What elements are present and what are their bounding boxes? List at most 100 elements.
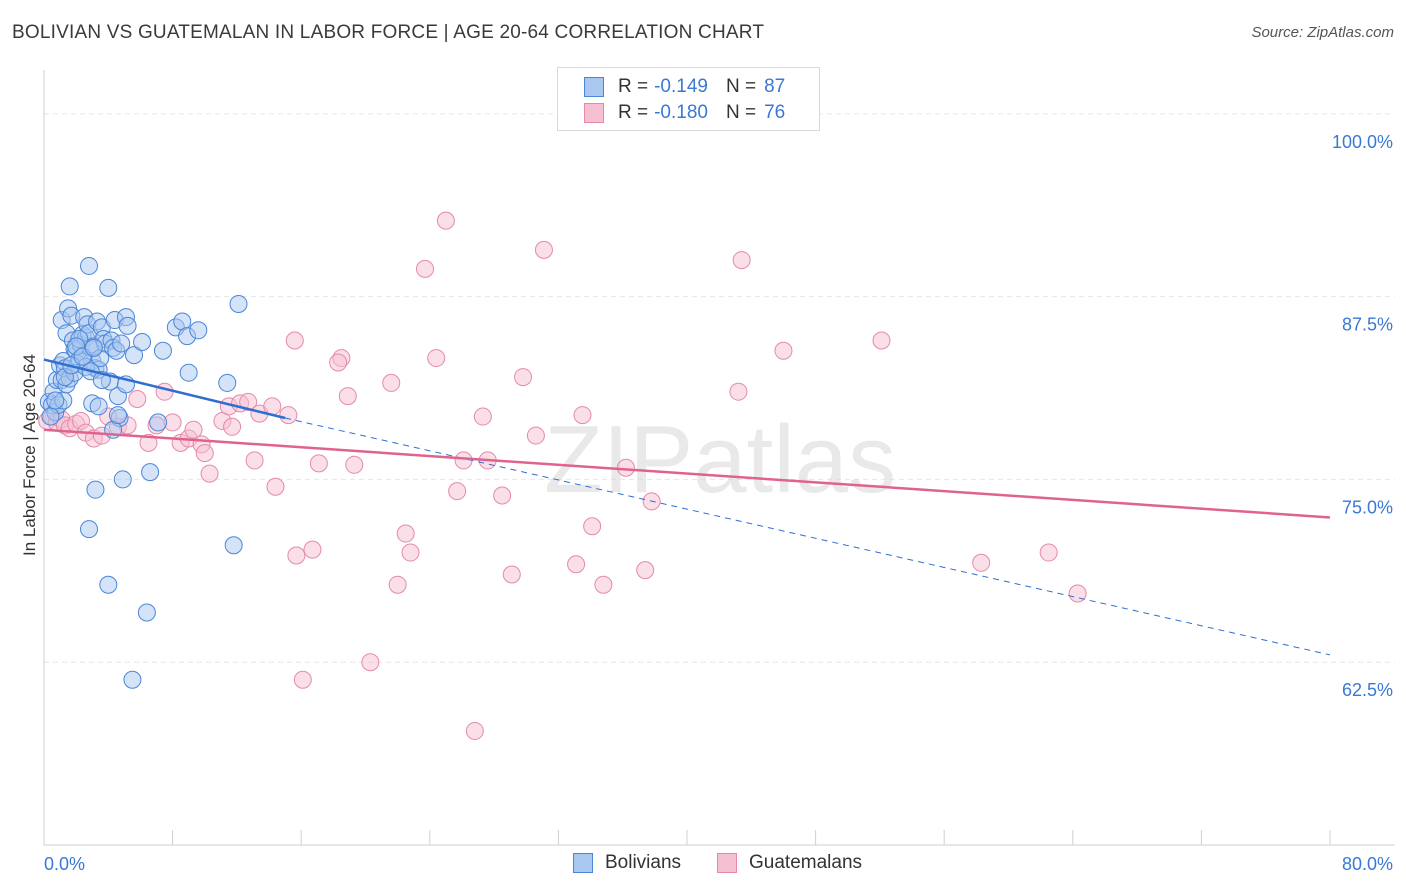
series-legend: Bolivians Guatemalans xyxy=(0,852,1406,878)
guatemalans-trend-line xyxy=(43,428,1331,519)
guatemalan-point xyxy=(382,373,401,392)
bolivian-point xyxy=(153,341,172,360)
y-tick-labels: 62.5% 75.0% 87.5% 100.0% xyxy=(1332,132,1393,700)
y-tick-label: 75.0% xyxy=(1342,497,1393,517)
guatemalan-point xyxy=(454,451,473,470)
guatemalan-point xyxy=(287,546,306,565)
bolivians-legend-swatch xyxy=(573,853,593,873)
guatemalans-series xyxy=(38,211,1087,740)
guatemalan-point xyxy=(526,426,545,445)
bolivian-point xyxy=(133,332,152,351)
guatemalan-point xyxy=(195,444,214,463)
bolivian-point xyxy=(99,278,118,297)
trend-lines xyxy=(43,358,1331,656)
guatemalan-point xyxy=(361,653,380,672)
source-label: Source: ZipAtlas.com xyxy=(1251,24,1394,41)
n-label: N = xyxy=(725,102,757,123)
axes xyxy=(43,70,1395,846)
guatemalan-point xyxy=(345,455,364,474)
guatemalan-point xyxy=(200,464,219,483)
guatemalan-point xyxy=(493,486,512,505)
bolivian-point xyxy=(224,536,243,555)
bolivian-point xyxy=(112,334,131,353)
legend-row-bolivians: R = -0.149 N = 87 xyxy=(584,75,785,99)
guatemalan-point xyxy=(594,575,613,594)
guatemalan-point xyxy=(396,524,415,543)
guatemalan-point xyxy=(502,565,521,584)
guatemalan-point xyxy=(567,555,586,574)
guatemalan-point xyxy=(303,540,322,559)
guatemalan-point xyxy=(872,331,891,350)
bolivian-point xyxy=(60,277,79,296)
guatemalan-point xyxy=(415,259,434,278)
bolivian-point xyxy=(218,373,237,392)
bolivian-point xyxy=(46,391,65,410)
r-label: R = xyxy=(618,102,649,123)
guatemalan-point xyxy=(223,417,242,436)
guatemalan-point xyxy=(401,543,420,562)
legend-label-bolivians: Bolivians xyxy=(605,852,682,873)
r-value: -0.180 xyxy=(654,102,708,123)
bolivian-point xyxy=(141,463,160,482)
guatemalan-point xyxy=(388,575,407,594)
guatemalan-point xyxy=(293,670,312,689)
r-value: -0.149 xyxy=(654,76,708,97)
guatemalan-point xyxy=(573,406,592,425)
bolivian-point xyxy=(179,363,198,382)
guatemalan-point xyxy=(448,482,467,501)
bolivian-point xyxy=(118,316,137,335)
bolivian-point xyxy=(80,256,99,275)
bolivian-point xyxy=(125,346,144,365)
guatemalan-point xyxy=(534,240,553,259)
guatemalan-point xyxy=(139,433,158,452)
n-value: 87 xyxy=(764,76,786,97)
legend-item-bolivians: Bolivians xyxy=(573,852,681,874)
gridlines xyxy=(44,113,1395,663)
guatemalan-point xyxy=(729,382,748,401)
guatemalan-point xyxy=(329,353,348,372)
bolivian-point xyxy=(84,338,103,357)
guatemalan-point xyxy=(427,349,446,368)
correlation-legend: R = -0.149 N = 87 R = -0.180 N = 76 xyxy=(557,67,820,131)
bolivian-point xyxy=(80,520,99,539)
guatemalans-legend-swatch xyxy=(717,853,737,873)
bolivians-series xyxy=(39,256,248,689)
watermark: ZIPatlas xyxy=(544,406,896,513)
guatemalan-point xyxy=(1068,584,1087,603)
bolivian-point xyxy=(113,470,132,489)
guatemalans-swatch xyxy=(584,103,604,123)
legend-item-guatemalans: Guatemalans xyxy=(717,852,862,874)
guatemalan-point xyxy=(436,211,455,230)
bolivian-point xyxy=(86,480,105,499)
guatemalan-point xyxy=(279,406,298,425)
bolivian-point xyxy=(189,321,208,340)
guatemalan-point xyxy=(266,477,285,496)
x-tick-label: 0.0% xyxy=(44,854,85,874)
bolivian-point xyxy=(89,397,108,416)
guatemalan-point xyxy=(473,407,492,426)
guatemalan-point xyxy=(239,392,258,411)
legend-row-guatemalans: R = -0.180 N = 76 xyxy=(584,101,785,125)
guatemalan-point xyxy=(245,451,264,470)
legend-label-guatemalans: Guatemalans xyxy=(749,852,863,873)
bolivian-point xyxy=(123,670,142,689)
x-tick-label: 80.0% xyxy=(1342,854,1393,874)
y-tick-label: 62.5% xyxy=(1342,680,1393,700)
guatemalan-point xyxy=(309,454,328,473)
bolivian-point xyxy=(137,603,156,622)
n-value: 76 xyxy=(764,102,786,123)
guatemalan-point xyxy=(338,387,357,406)
guatemalan-point xyxy=(972,553,991,572)
guatemalan-point xyxy=(732,251,751,270)
y-tick-label: 87.5% xyxy=(1342,315,1393,335)
y-tick-label: 100.0% xyxy=(1332,132,1393,152)
x-tick-labels: 0.0% 80.0% xyxy=(44,854,1393,874)
guatemalan-point xyxy=(514,368,533,387)
bolivians-trend-line xyxy=(43,358,286,420)
guatemalan-point xyxy=(184,420,203,439)
guatemalan-point xyxy=(128,390,147,409)
guatemalan-point xyxy=(285,331,304,350)
bolivian-point xyxy=(99,575,118,594)
bolivian-point xyxy=(108,406,127,425)
